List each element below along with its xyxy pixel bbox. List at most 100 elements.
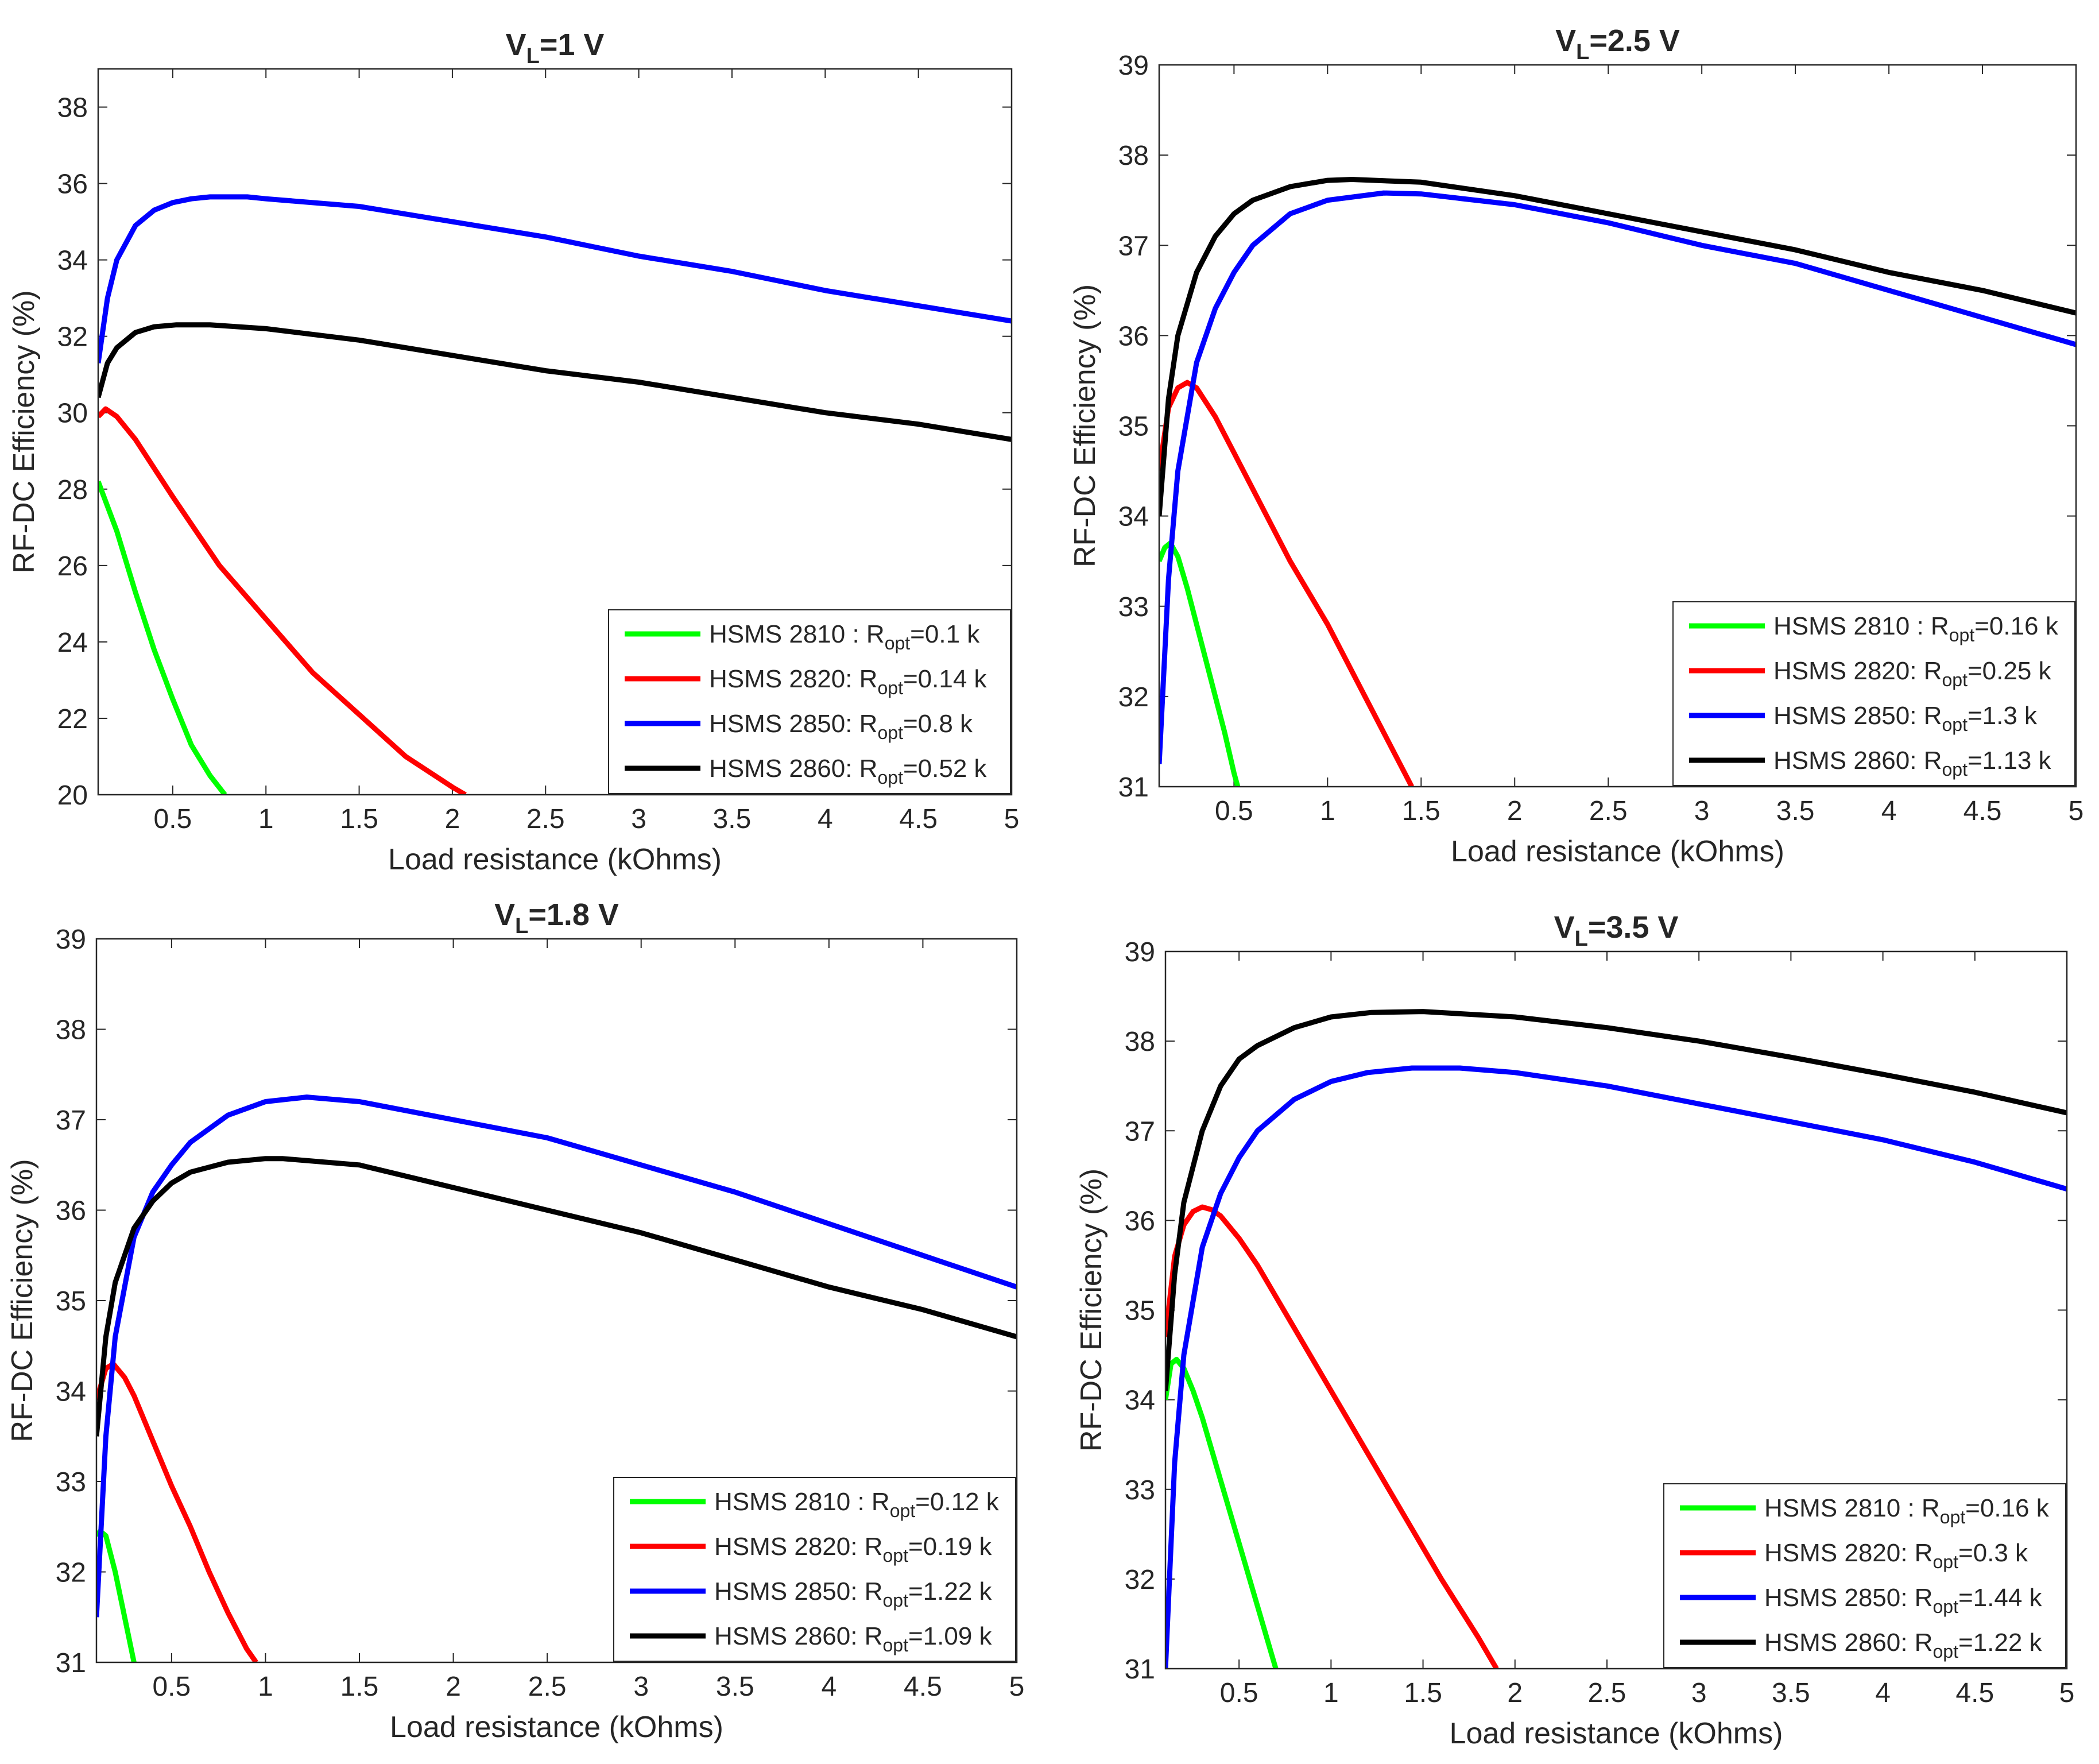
legend-entry-subscript: opt — [877, 767, 903, 788]
x-tick-label: 2.5 — [1588, 1678, 1626, 1708]
legend-entry-subscript: opt — [1940, 1507, 1966, 1527]
x-tick-label: 3.5 — [1776, 796, 1815, 826]
legend-entry-suffix: =1.13 k — [1968, 746, 2052, 775]
chart-title-rest: =3.5 V — [1588, 910, 1679, 945]
x-tick-label: 2 — [1507, 1678, 1523, 1708]
legend-entry: HSMS 2860: Ropt=1.22 k — [1764, 1628, 2043, 1662]
x-tick-label: 2 — [1507, 796, 1523, 826]
x-tick-label: 4 — [1875, 1678, 1891, 1708]
chart-title-subscript: L — [526, 44, 540, 68]
series-line-hsms-2820 — [98, 406, 467, 795]
x-tick-label: 3.5 — [716, 1672, 754, 1702]
legend-box — [613, 1477, 1016, 1662]
chart-panels: 0.5 1 1.5 2 2.5 3 3.5 4 4.5 520222426283032343638… — [6, 24, 2083, 1750]
legend-entry: HSMS 2860: Ropt=0.52 k — [709, 755, 987, 788]
series-line-hsms-2860 — [1165, 1009, 2067, 1391]
legend-entry-prefix: HSMS 2810 : R — [1764, 1494, 1940, 1522]
axes-box — [1158, 64, 2077, 788]
y-tick-label: 24 — [57, 628, 88, 658]
legend-entry: HSMS 2810 : Ropt=0.16 k — [1764, 1494, 2050, 1527]
x-tick-label: 1.5 — [340, 1672, 379, 1702]
series-line-hsms-2860 — [98, 322, 1012, 442]
y-tick-label: 38 — [1118, 141, 1149, 171]
chart-title-main: V — [1554, 910, 1575, 945]
legend-entry: HSMS 2810 : Ropt=0.16 k — [1773, 612, 2059, 645]
legend-entry-suffix: =0.16 k — [1965, 1494, 2050, 1522]
chart-title: VL=3.5 V — [1554, 910, 1679, 951]
series-line-hsms-2850 — [98, 194, 1012, 363]
axes-box — [95, 938, 1018, 1664]
y-tick-label: 35 — [1118, 412, 1149, 442]
legend-entry-suffix: =0.8 k — [903, 710, 973, 738]
y-tick-label: 34 — [1125, 1386, 1155, 1416]
x-tick-label: 3 — [631, 804, 646, 834]
legend-entry-prefix: HSMS 2860: R — [714, 1622, 882, 1650]
legend-entry-prefix: HSMS 2810 : R — [1773, 612, 1949, 640]
legend-entry-subscript: opt — [882, 1635, 908, 1655]
y-tick-label: 31 — [1118, 772, 1149, 803]
y-tick-label: 33 — [1118, 592, 1149, 622]
y-tick-label: 37 — [1125, 1116, 1155, 1147]
y-tick-label: 35 — [56, 1286, 86, 1317]
y-tick-label: 34 — [57, 246, 88, 276]
x-tick-label: 4.5 — [899, 804, 938, 834]
x-tick-label: 5 — [2069, 796, 2084, 826]
chart-title-subscript: L — [1576, 40, 1589, 64]
legend-entry-subscript: opt — [1942, 714, 1968, 735]
x-tick-label: 0.5 — [154, 804, 192, 834]
y-tick-label: 26 — [57, 551, 88, 582]
chart-title-subscript: L — [515, 914, 528, 938]
legend-entry-prefix: HSMS 2810 : R — [709, 620, 885, 648]
legend-entry: HSMS 2820: Ropt=0.14 k — [709, 665, 987, 698]
legend-entry-prefix: HSMS 2860: R — [1764, 1628, 1933, 1657]
y-tick-label: 32 — [57, 322, 88, 353]
y-tick-label: 38 — [57, 93, 88, 123]
legend-entry-prefix: HSMS 2820: R — [1773, 657, 1942, 685]
y-tick-label: 36 — [56, 1196, 86, 1227]
y-axis-label: RF-DC Efficiency (%) — [6, 1159, 39, 1442]
axes-box — [1164, 950, 2068, 1670]
chart-title-subscript: L — [1575, 927, 1588, 951]
y-tick-label: 39 — [1118, 51, 1149, 81]
y-tick-label: 38 — [56, 1015, 86, 1046]
chart-title: VL=1.8 V — [494, 898, 619, 938]
legend-entry: HSMS 2850: Ropt=1.44 k — [1764, 1584, 2043, 1617]
y-tick-label: 32 — [56, 1558, 86, 1588]
y-tick-label: 38 — [1125, 1027, 1155, 1057]
x-tick-label: 1.5 — [1404, 1678, 1442, 1708]
chart-panel-1: 0.5 1 1.5 2 2.5 3 3.5 4 4.5 5 20 22 24 26 28 30 32 34 36 38… — [7, 28, 1019, 876]
y-tick-label: 33 — [56, 1467, 86, 1498]
legend-entry-subscript: opt — [882, 1545, 908, 1566]
y-tick-label: 37 — [1118, 231, 1149, 261]
x-tick-label: 3.5 — [713, 804, 752, 834]
legend-entry-prefix: HSMS 2820: R — [709, 665, 877, 693]
chart-title-main: V — [1555, 24, 1576, 58]
y-tick-label: 36 — [1125, 1206, 1155, 1236]
legend-entry-subscript: opt — [882, 1590, 908, 1611]
y-tick-label: 37 — [56, 1105, 86, 1136]
x-tick-label: 1.5 — [1402, 796, 1440, 826]
x-tick-label: 4.5 — [1964, 796, 2002, 826]
x-axis-label: Load resistance (kOhms) — [390, 1711, 723, 1744]
y-tick-label: 31 — [1125, 1654, 1155, 1685]
x-axis-label: Load resistance (kOhms) — [388, 843, 722, 876]
chart-title-main: V — [494, 898, 515, 932]
series-line-hsms-2850 — [1159, 190, 2076, 764]
legend-entry-subscript: opt — [1933, 1552, 1958, 1572]
legend-entry-subscript: opt — [877, 678, 903, 698]
x-tick-label: 1 — [258, 804, 274, 834]
legend-entry-subscript: opt — [1942, 670, 1968, 690]
x-tick-label: 5 — [1004, 804, 1020, 834]
legend-entry-suffix: =0.14 k — [903, 665, 987, 693]
chart-title: VL=2.5 V — [1555, 24, 1680, 64]
y-tick-label: 32 — [1125, 1565, 1155, 1595]
x-tick-label: 2.5 — [528, 1672, 567, 1702]
x-tick-label: 2.5 — [526, 804, 565, 834]
legend-entry: HSMS 2820: Ropt=0.19 k — [714, 1533, 993, 1566]
legend-entry-suffix: =0.19 k — [908, 1533, 993, 1561]
legend-entry-subscript: opt — [877, 722, 903, 743]
legend-entry-suffix: =1.22 k — [908, 1577, 993, 1606]
y-tick-label: 33 — [1125, 1475, 1155, 1506]
legend-entry-suffix: =0.3 k — [1958, 1539, 2028, 1567]
y-tick-label: 34 — [1118, 502, 1149, 532]
